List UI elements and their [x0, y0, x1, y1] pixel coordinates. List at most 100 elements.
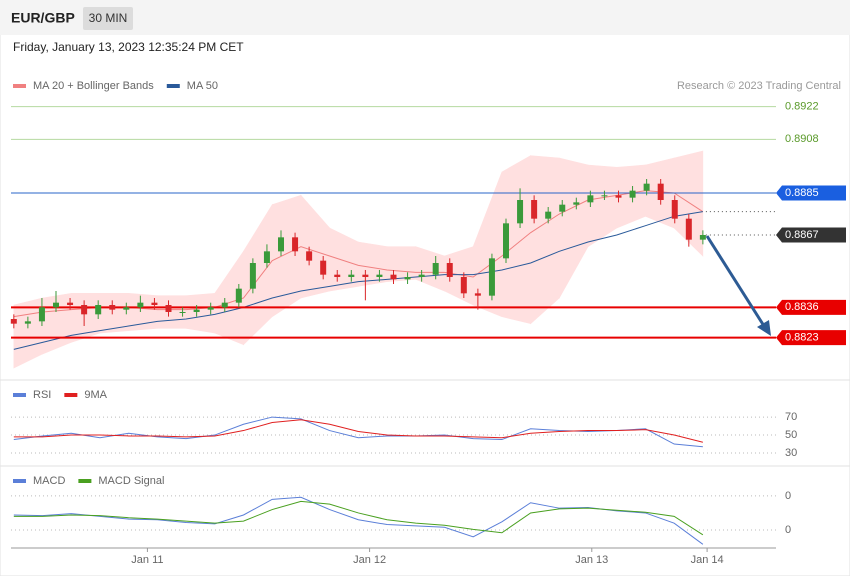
candle-body — [67, 302, 74, 305]
candle-body — [81, 305, 88, 315]
indicator-line — [13, 500, 704, 536]
candle-body — [545, 211, 552, 219]
candle-body — [404, 277, 411, 280]
x-tick-label: Jan 13 — [575, 554, 608, 566]
candle-body — [249, 263, 256, 289]
candle-body — [559, 204, 566, 212]
candle-body — [263, 251, 270, 263]
candle-body — [629, 190, 636, 198]
candle-body — [531, 200, 538, 219]
candle-body — [24, 321, 31, 324]
candle-body — [137, 302, 144, 308]
legend-swatch — [13, 84, 26, 88]
candle-body — [38, 307, 45, 322]
forecast-arrow — [705, 235, 771, 336]
y-tick-label: 30 — [785, 447, 797, 459]
credit: Research © 2023 Trading Central — [677, 80, 841, 92]
candle-body — [685, 218, 692, 240]
candle-body — [418, 274, 425, 277]
candle-body — [573, 202, 580, 205]
header-bar — [0, 0, 850, 35]
level-label: 0.8908 — [785, 133, 819, 145]
timeframe[interactable]: 30 MIN — [89, 11, 128, 25]
candle-body — [278, 237, 284, 252]
candle-body — [109, 305, 116, 310]
x-tick-label: Jan 11 — [131, 554, 163, 566]
candle-body — [432, 263, 439, 275]
candle-body — [235, 288, 242, 303]
candle-body — [615, 195, 622, 198]
legend-label: MA 20 + Bollinger Bands — [33, 80, 154, 92]
arrow-shaft — [705, 235, 766, 327]
candle-body — [587, 195, 594, 203]
level-label: 0.8922 — [785, 101, 819, 113]
level-label: 0.8867 — [785, 229, 819, 241]
candle-body — [165, 305, 172, 312]
y-tick-label: 70 — [785, 411, 797, 423]
candle-body — [334, 274, 341, 277]
timestamp: Friday, January 13, 2023 12:35:24 PM CET — [13, 40, 244, 54]
level-label: 0.8885 — [785, 187, 819, 199]
candle-body — [488, 258, 495, 296]
y-tick-label: 50 — [785, 429, 797, 441]
level-box — [776, 227, 846, 243]
indicator-line — [13, 211, 703, 350]
bollinger-band — [530, 155, 560, 325]
legend-swatch — [13, 393, 26, 397]
candle-body — [193, 309, 200, 312]
candle-body — [362, 274, 369, 277]
legend-label: MACD Signal — [98, 475, 164, 487]
candle-body — [123, 307, 130, 310]
candle-body — [601, 195, 608, 197]
candle-body — [657, 183, 664, 200]
level-box — [776, 185, 846, 201]
level-box — [776, 330, 846, 346]
candle-body — [292, 237, 299, 252]
timeframe-button[interactable] — [83, 7, 133, 30]
candle-body — [460, 277, 467, 294]
candle-body — [95, 305, 102, 315]
indicator-line — [13, 496, 704, 545]
candle-body — [348, 274, 355, 277]
x-tick-label: Jan 14 — [691, 554, 724, 566]
candle-body — [179, 312, 186, 313]
candle-body — [643, 183, 650, 191]
plot: MA 20 + Bollinger Bands MA 50 0.8922 0.8908… — [10, 80, 846, 566]
candle-body — [376, 274, 383, 277]
legend-swatch — [64, 393, 78, 397]
y-tick-label: 0 — [785, 490, 791, 502]
indicator-line — [13, 416, 703, 448]
legend-swatch — [13, 479, 26, 483]
indicator-line — [13, 419, 703, 443]
candle-body — [320, 260, 327, 275]
bollinger-band — [271, 194, 302, 318]
x-tick-label: Jan 12 — [353, 554, 386, 566]
candle-body — [517, 200, 524, 224]
candle-body — [53, 302, 59, 308]
legend-swatch — [166, 84, 180, 88]
candle-body — [151, 302, 158, 305]
candle-body — [671, 200, 678, 219]
candle-body — [221, 302, 228, 308]
y-tick-label: 0 — [785, 524, 791, 536]
legend-label: MA 50 — [187, 80, 218, 92]
level-label: 0.8823 — [785, 332, 819, 344]
legend-label: MACD — [33, 475, 65, 487]
candle-body — [446, 263, 453, 277]
level-box — [776, 299, 846, 315]
candle-body — [503, 223, 509, 259]
candle-body — [306, 251, 313, 261]
candle-body — [207, 307, 214, 310]
level-label: 0.8836 — [785, 301, 819, 313]
arrow-head — [757, 320, 771, 336]
legend-label: RSI — [33, 389, 51, 401]
legend-label: 9MA — [84, 389, 107, 401]
legend-swatch — [78, 479, 92, 483]
candle-body — [390, 274, 397, 280]
symbol: EUR/GBP — [11, 10, 75, 26]
candle-body — [474, 293, 481, 296]
candle-body — [699, 235, 706, 240]
